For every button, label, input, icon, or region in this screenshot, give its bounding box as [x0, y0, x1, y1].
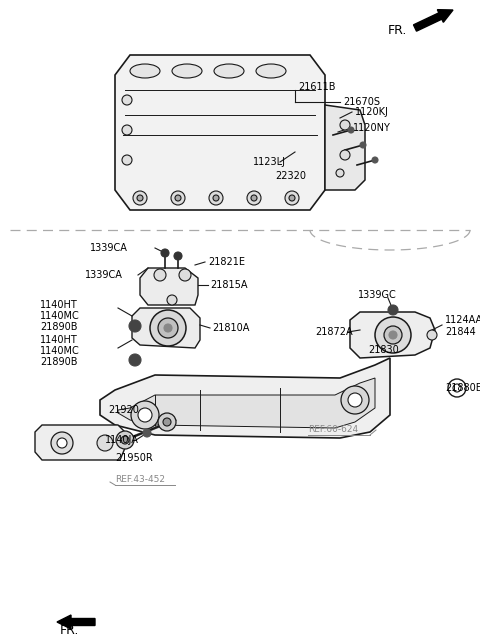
Polygon shape: [325, 105, 365, 190]
Circle shape: [285, 191, 299, 205]
Text: 1339CA: 1339CA: [90, 243, 128, 253]
Circle shape: [163, 418, 171, 426]
Circle shape: [348, 393, 362, 407]
Text: 21890B: 21890B: [40, 322, 77, 332]
Text: 1120KJ: 1120KJ: [355, 107, 389, 117]
Text: 1120NY: 1120NY: [353, 123, 391, 133]
Text: 1140MC: 1140MC: [40, 311, 80, 321]
Circle shape: [97, 435, 113, 451]
FancyArrow shape: [57, 615, 95, 629]
Ellipse shape: [256, 64, 286, 78]
Text: 21821E: 21821E: [208, 257, 245, 267]
Circle shape: [372, 157, 378, 163]
Polygon shape: [35, 425, 125, 460]
Polygon shape: [350, 312, 435, 358]
Circle shape: [389, 331, 397, 339]
Polygon shape: [118, 378, 375, 428]
Text: 1124AA: 1124AA: [445, 315, 480, 325]
Circle shape: [129, 354, 141, 366]
Circle shape: [453, 384, 461, 392]
Text: 1140JA: 1140JA: [105, 435, 139, 445]
Text: REF.60-624: REF.60-624: [308, 426, 358, 435]
Text: 21950R: 21950R: [115, 453, 153, 463]
Text: 21844: 21844: [445, 327, 476, 337]
Circle shape: [161, 249, 169, 257]
Text: 21830: 21830: [368, 345, 399, 355]
Text: 21815A: 21815A: [210, 280, 248, 290]
Circle shape: [175, 195, 181, 201]
Polygon shape: [115, 55, 325, 210]
Polygon shape: [132, 308, 200, 348]
Circle shape: [360, 142, 366, 148]
Ellipse shape: [130, 64, 160, 78]
Text: FR.: FR.: [60, 623, 79, 636]
Text: 1339GC: 1339GC: [358, 290, 397, 300]
Text: 1339CA: 1339CA: [85, 270, 123, 280]
Circle shape: [133, 191, 147, 205]
Circle shape: [375, 317, 411, 353]
Circle shape: [164, 324, 172, 332]
Circle shape: [131, 401, 159, 429]
Text: 21920: 21920: [108, 405, 139, 415]
Polygon shape: [140, 268, 198, 305]
Text: 1140MC: 1140MC: [40, 346, 80, 356]
Circle shape: [448, 379, 466, 397]
Text: 21872A: 21872A: [315, 327, 353, 337]
Text: REF.43-452: REF.43-452: [115, 476, 165, 485]
Text: 22320: 22320: [275, 171, 306, 181]
Text: 21670S: 21670S: [343, 97, 380, 107]
Text: 1123LJ: 1123LJ: [253, 157, 286, 167]
Circle shape: [340, 120, 350, 130]
Text: 1140HT: 1140HT: [40, 335, 78, 345]
Circle shape: [116, 431, 134, 449]
Circle shape: [388, 305, 398, 315]
Circle shape: [251, 195, 257, 201]
Text: 21890B: 21890B: [40, 357, 77, 367]
Circle shape: [171, 191, 185, 205]
Circle shape: [122, 125, 132, 135]
Circle shape: [174, 252, 182, 260]
Circle shape: [138, 408, 152, 422]
Circle shape: [57, 438, 67, 448]
Circle shape: [336, 169, 344, 177]
Circle shape: [137, 195, 143, 201]
Ellipse shape: [172, 64, 202, 78]
Circle shape: [143, 429, 151, 437]
Circle shape: [289, 195, 295, 201]
Circle shape: [427, 330, 437, 340]
Circle shape: [247, 191, 261, 205]
Text: 1140HT: 1140HT: [40, 300, 78, 310]
Circle shape: [122, 95, 132, 105]
Circle shape: [158, 413, 176, 431]
Circle shape: [340, 150, 350, 160]
Circle shape: [213, 195, 219, 201]
Text: 21611B: 21611B: [298, 82, 336, 92]
Text: 21880E: 21880E: [445, 383, 480, 393]
Circle shape: [209, 191, 223, 205]
Circle shape: [122, 155, 132, 165]
Circle shape: [341, 386, 369, 414]
Circle shape: [150, 310, 186, 346]
Circle shape: [384, 326, 402, 344]
Circle shape: [179, 269, 191, 281]
Text: FR.: FR.: [388, 24, 408, 37]
Circle shape: [348, 127, 354, 133]
Circle shape: [158, 318, 178, 338]
Ellipse shape: [214, 64, 244, 78]
Circle shape: [154, 269, 166, 281]
Circle shape: [121, 436, 129, 444]
Circle shape: [167, 295, 177, 305]
Text: 21810A: 21810A: [212, 323, 250, 333]
FancyArrow shape: [413, 10, 453, 31]
Polygon shape: [100, 358, 390, 438]
Circle shape: [129, 320, 141, 332]
Circle shape: [51, 432, 73, 454]
